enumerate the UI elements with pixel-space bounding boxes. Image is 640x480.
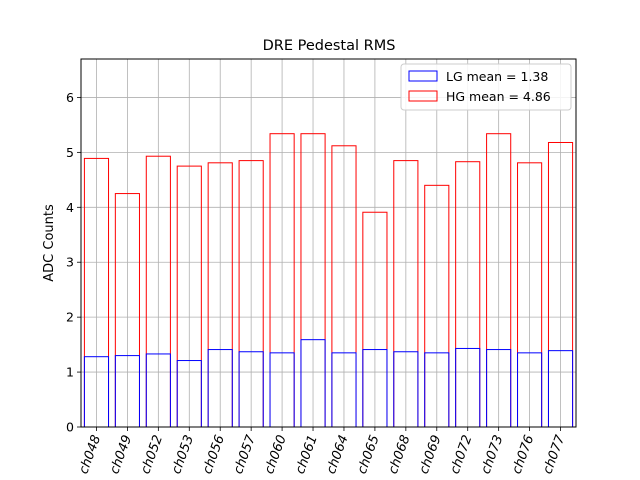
chart-title: DRE Pedestal RMS xyxy=(263,38,396,54)
legend-label: LG mean = 1.38 xyxy=(446,69,548,84)
y-tick-label: 0 xyxy=(66,420,74,435)
legend-box xyxy=(400,63,572,111)
y-tick-label: 2 xyxy=(66,310,74,325)
plot-frame xyxy=(80,58,577,428)
y-tick-label: 4 xyxy=(66,200,74,215)
legend: LG mean = 1.38 HG mean = 4.86 xyxy=(400,63,572,111)
legend-label: HG mean = 4.86 xyxy=(446,89,551,104)
y-axis-label: ADC Counts xyxy=(42,204,57,282)
y-tick-label: 1 xyxy=(66,365,74,380)
y-tick-label: 3 xyxy=(66,255,74,270)
y-tick-label: 5 xyxy=(66,145,74,160)
legend-swatch xyxy=(408,90,438,102)
y-tick-label: 6 xyxy=(66,90,74,105)
legend-swatch xyxy=(408,70,438,82)
grid-lines xyxy=(81,59,576,428)
